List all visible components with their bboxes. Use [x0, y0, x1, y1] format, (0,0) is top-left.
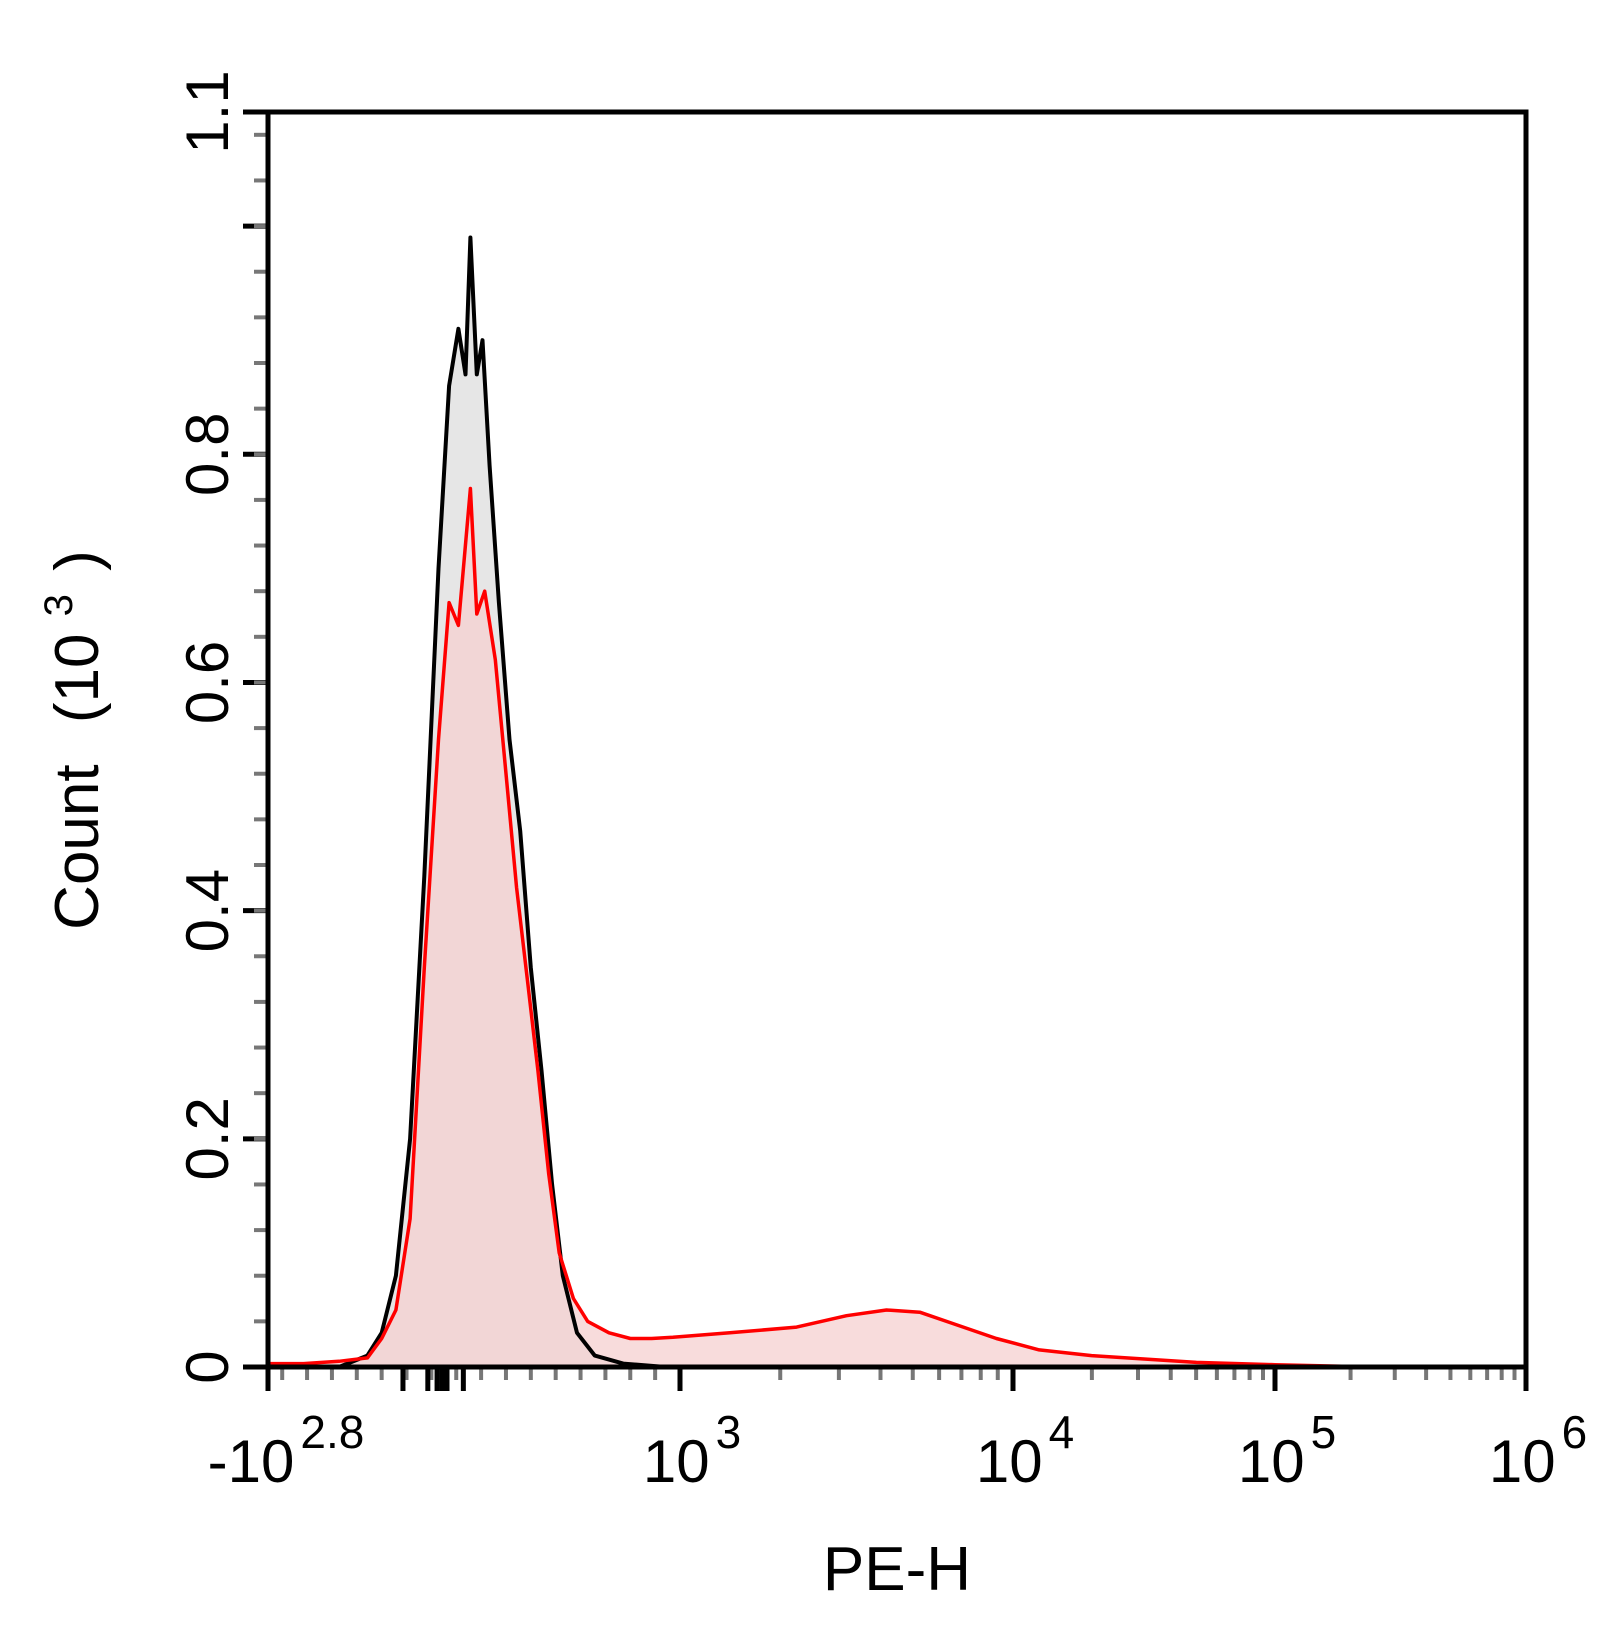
y-tick-label: 0.6	[174, 641, 241, 724]
x-tick-label-base: 10	[976, 1428, 1043, 1495]
y-axis-label-close: )	[43, 550, 112, 571]
plot-frame	[265, 109, 1529, 1370]
y-tick-label: 0	[174, 1350, 241, 1383]
x-tick-label-exponent: 5	[1311, 1406, 1337, 1458]
series-0-line	[268, 235, 1526, 1369]
y-tick-label: 0.2	[174, 1097, 241, 1180]
y-axis-label-unit: (10	[43, 634, 112, 724]
x-tick-label: 10 4	[976, 1406, 1074, 1495]
x-tick-label: 10 5	[1238, 1406, 1336, 1495]
series-1-line	[268, 486, 1526, 1369]
x-tick-label-exponent: 4	[1049, 1406, 1075, 1458]
series-layer	[268, 235, 1526, 1369]
x-tick-label: -10 2.8	[208, 1406, 365, 1495]
x-tick-label-base: 10	[1238, 1428, 1305, 1495]
labels-layer: 00.20.40.60.81.1-10 2.8 10 3 10 4 10 5 10 6	[174, 70, 1587, 1495]
y-tick-label: 0.4	[174, 869, 241, 952]
x-tick-label-base: -10	[208, 1428, 295, 1495]
y-tick-label: 1.1	[174, 70, 241, 153]
x-tick-label-exponent: 3	[716, 1406, 742, 1458]
x-tick-label: 10 3	[643, 1406, 741, 1495]
y-axis-label-main: Count	[43, 764, 112, 929]
x-tick-label: 10 6	[1489, 1406, 1587, 1495]
x-tick-label-exponent: 2.8	[300, 1406, 364, 1458]
x-axis-label: PE-H	[823, 1535, 971, 1604]
y-tick-label: 0.8	[174, 413, 241, 496]
y-axis-label: Count (10 3 )	[17, 550, 112, 930]
x-tick-label-exponent: 6	[1562, 1406, 1588, 1458]
x-tick-label-base: 10	[1489, 1428, 1556, 1495]
x-tick-label-base: 10	[643, 1428, 710, 1495]
y-axis-label-exponent: 3	[37, 594, 81, 616]
